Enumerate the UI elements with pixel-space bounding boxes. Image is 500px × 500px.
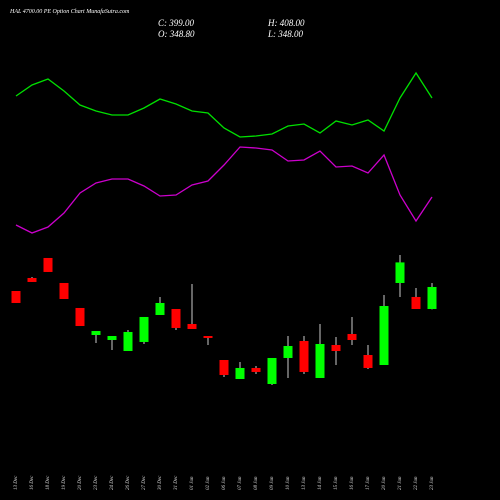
candle-body bbox=[219, 360, 229, 375]
candle-body bbox=[315, 343, 325, 378]
x-tick-label: 15 Jan bbox=[334, 476, 339, 490]
candle-body bbox=[395, 262, 405, 283]
candle-body bbox=[411, 296, 421, 309]
x-tick-label: 07 Jan bbox=[238, 476, 243, 490]
candle-body bbox=[427, 286, 437, 309]
candle-body bbox=[283, 346, 293, 358]
candle-body bbox=[75, 307, 85, 327]
candle-body bbox=[171, 308, 181, 328]
x-tick-label: 22 Jan bbox=[414, 476, 419, 490]
candle-body bbox=[331, 345, 341, 352]
x-tick-label: 09 Jan bbox=[270, 476, 275, 490]
x-tick-label: 10 Jan bbox=[286, 476, 291, 490]
candle-body bbox=[139, 316, 149, 342]
candle-body bbox=[123, 331, 133, 352]
candle-body bbox=[267, 357, 277, 384]
x-tick-label: 23 Jan bbox=[430, 476, 435, 490]
high-label: H: 408.00 bbox=[267, 18, 305, 28]
indicator-line bbox=[15, 146, 433, 234]
x-tick-label: 08 Jan bbox=[254, 476, 259, 490]
chart-title: HAL 4700.00 PE Option Chart MunafaSutra.… bbox=[9, 8, 130, 15]
candle-body bbox=[27, 277, 37, 282]
x-tick-label: 06 Jan bbox=[222, 476, 227, 490]
x-tick-label: 01 Jan bbox=[190, 476, 195, 490]
candle-body bbox=[11, 291, 21, 303]
x-tick-label: 19 Dec bbox=[62, 475, 67, 490]
x-tick-label: 20 Dec bbox=[78, 475, 83, 490]
candle-body bbox=[43, 257, 53, 272]
x-tick-label: 13 Jan bbox=[302, 476, 307, 490]
x-tick-label: 16 Jan bbox=[350, 476, 355, 490]
candle-body bbox=[203, 336, 213, 338]
x-tick-label: 24 Dec bbox=[110, 475, 115, 490]
x-tick-label: 26 Dec bbox=[126, 475, 131, 490]
x-tick-label: 02 Jan bbox=[206, 476, 211, 490]
x-tick-label: 23 Dec bbox=[94, 475, 99, 490]
candle-body bbox=[299, 341, 309, 372]
candle-body bbox=[107, 336, 117, 340]
candle-body bbox=[379, 306, 389, 365]
x-tick-label: 13 Dec bbox=[14, 475, 19, 490]
candle-body bbox=[187, 323, 197, 329]
x-tick-label: 18 Dec bbox=[46, 475, 51, 490]
x-tick-label: 31 Dec bbox=[174, 475, 179, 490]
x-tick-label: 21 Jan bbox=[398, 476, 403, 490]
candle-body bbox=[363, 355, 373, 368]
x-tick-label: 20 Jan bbox=[382, 476, 387, 490]
candle-body bbox=[251, 367, 261, 372]
candle-body bbox=[347, 333, 357, 340]
x-tick-label: 30 Dec bbox=[158, 475, 163, 490]
candle-body bbox=[59, 282, 69, 299]
candle-body bbox=[91, 331, 101, 335]
x-tick-label: 14 Jan bbox=[318, 476, 323, 490]
x-tick-label: 17 Jan bbox=[366, 476, 371, 490]
x-tick-label: 16 Dec bbox=[30, 475, 35, 490]
close-label: C: 399.00 bbox=[158, 18, 195, 28]
open-label: O: 348.80 bbox=[158, 29, 195, 39]
x-tick-label: 27 Dec bbox=[142, 475, 147, 490]
candle-body bbox=[235, 367, 245, 379]
candle-body bbox=[155, 302, 165, 315]
low-label: L: 348.00 bbox=[267, 29, 304, 39]
indicator-line bbox=[15, 71, 433, 138]
